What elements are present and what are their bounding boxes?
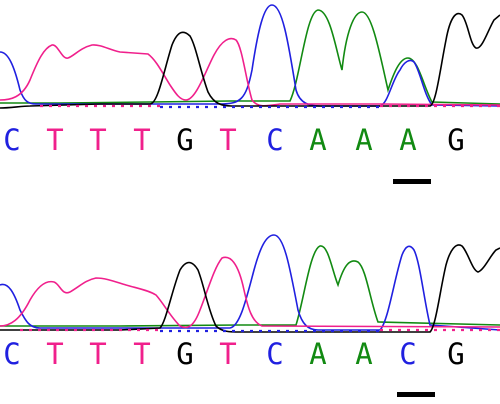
track-2-marker-bar	[397, 392, 435, 397]
track-1-base-9: A	[355, 123, 372, 157]
track-1-base-4: T	[133, 123, 150, 157]
track-2-base-7: C	[266, 337, 283, 371]
track-2-trace-g	[0, 244, 500, 333]
track-1-dots	[40, 104, 500, 109]
track-1-trace-a	[0, 9, 500, 105]
track-2-traces	[0, 234, 500, 333]
track-1-base-10: A	[399, 123, 416, 157]
track-2-base-9: A	[355, 337, 372, 371]
track-1-trace-c	[0, 4, 500, 107]
track-1-base-1: C	[3, 123, 20, 157]
track-2-trace-a	[0, 245, 500, 327]
track-1-base-6: T	[219, 123, 236, 157]
track-2-base-6: T	[219, 337, 236, 371]
track-2-base-4: T	[133, 337, 150, 371]
track-2-dots	[20, 328, 500, 333]
track-2-base-11: G	[447, 337, 464, 371]
track-1-trace-g	[0, 12, 500, 109]
track-1-base-5: G	[176, 123, 193, 157]
track-1-base-11: G	[447, 123, 464, 157]
track-2-base-1: C	[3, 337, 20, 371]
track-1-base-3: T	[89, 123, 106, 157]
track-2-base-2: T	[46, 337, 63, 371]
track-1-trace-t	[0, 37, 500, 107]
track-2-base-5: G	[176, 337, 193, 371]
track-2-base-8: A	[309, 337, 326, 371]
track-2-base-3: T	[89, 337, 106, 371]
track-2-trace-c	[0, 234, 500, 331]
track-1-base-7: C	[266, 123, 283, 157]
track-1-base-8: A	[309, 123, 326, 157]
track-2-trace-t	[0, 256, 500, 329]
track-1-marker-bar	[393, 179, 431, 184]
track-1-base-2: T	[46, 123, 63, 157]
track-1-traces	[0, 4, 500, 109]
track-2-base-10: C	[399, 337, 416, 371]
